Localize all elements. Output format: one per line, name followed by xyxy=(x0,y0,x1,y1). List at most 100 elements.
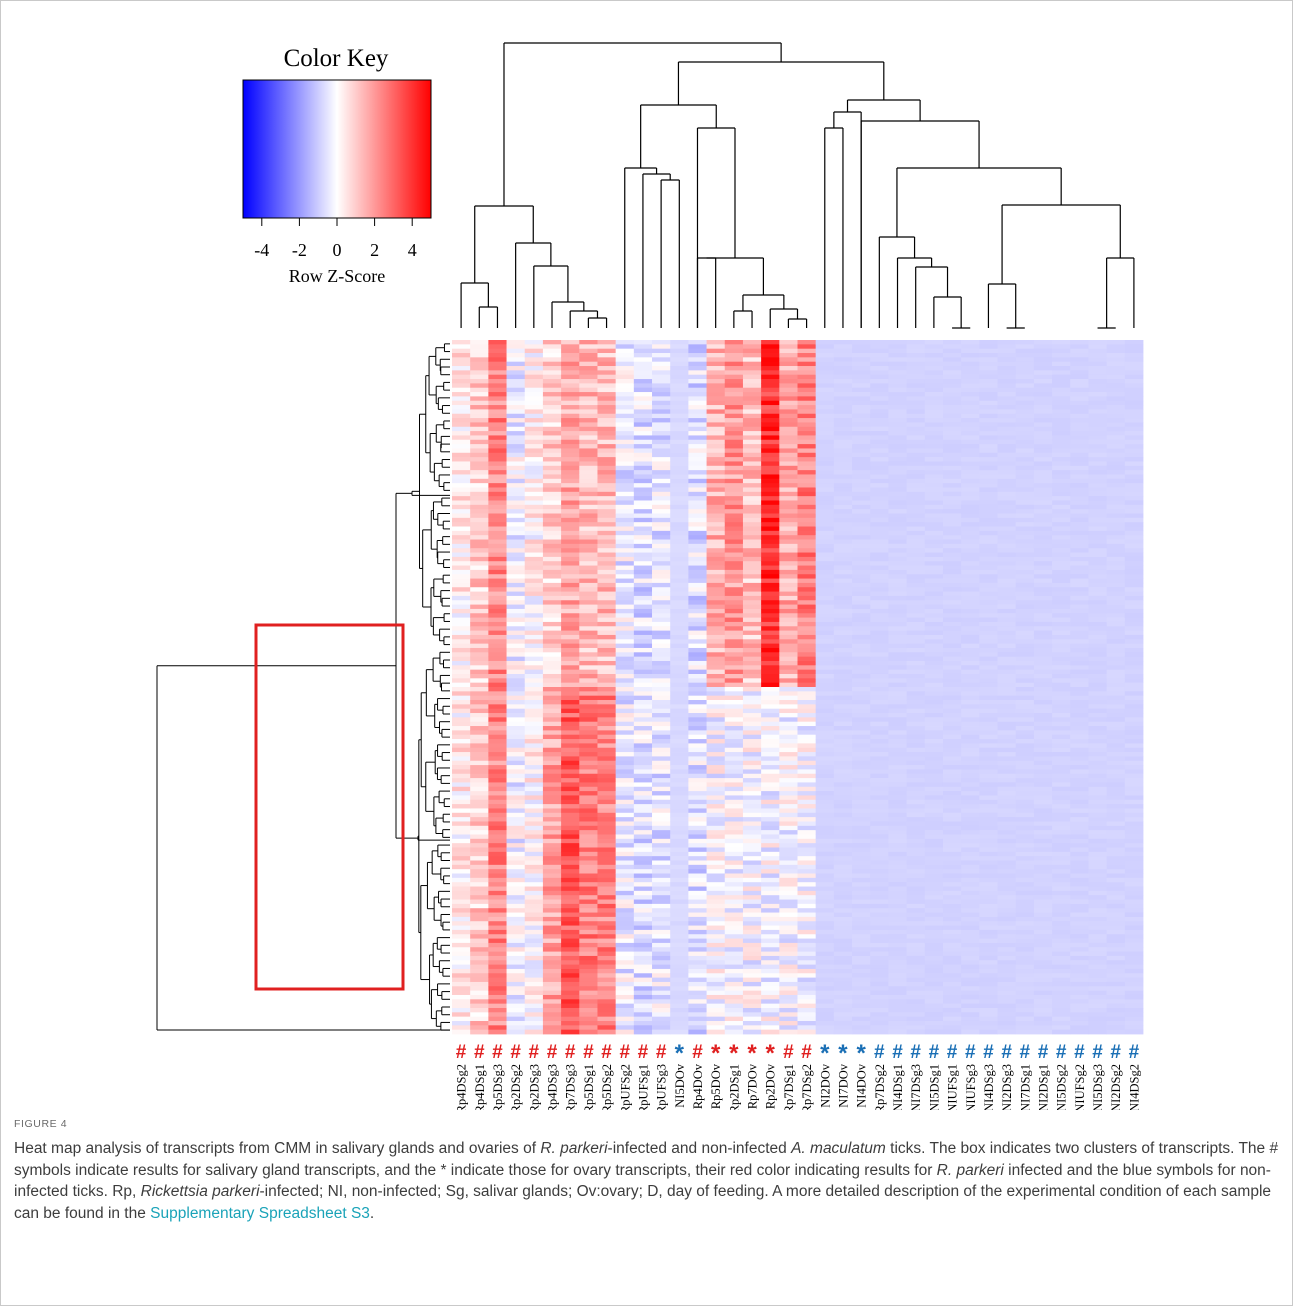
heatmap-cell xyxy=(506,444,526,449)
heatmap-cell xyxy=(688,418,707,423)
heatmap-cell xyxy=(888,990,907,996)
heatmap-cell xyxy=(779,396,798,402)
heatmap-cell xyxy=(833,869,853,874)
heatmap-cell xyxy=(815,396,835,402)
heatmap-cell xyxy=(870,587,889,592)
heatmap-cell xyxy=(979,994,998,1000)
heatmap-cell xyxy=(815,652,835,658)
heatmap-cell xyxy=(706,730,726,736)
heatmap-cell xyxy=(652,465,671,471)
heatmap-cell xyxy=(542,682,562,688)
heatmap-cell xyxy=(961,713,980,718)
heatmap-cell xyxy=(724,795,744,801)
heatmap-cell xyxy=(561,457,580,462)
heatmap-cell xyxy=(724,934,744,939)
heatmap-cell xyxy=(652,1025,671,1031)
heatmap-cell xyxy=(942,526,962,532)
heatmap-cell xyxy=(742,613,762,618)
heatmap-cell xyxy=(815,851,835,857)
heatmap-cell xyxy=(833,678,853,684)
heatmap-cell xyxy=(597,548,617,553)
heatmap-cell xyxy=(797,535,817,540)
heatmap-cell xyxy=(833,756,853,762)
heatmap-cell xyxy=(797,639,817,645)
heatmap-cell xyxy=(724,517,744,523)
heatmap-cell xyxy=(833,687,853,692)
heatmap-cell xyxy=(979,452,998,458)
heatmap-cell xyxy=(597,890,617,896)
heatmap-cell xyxy=(779,838,798,844)
heatmap-cell xyxy=(961,682,980,688)
heatmap-cell xyxy=(506,739,526,744)
heatmap-cell xyxy=(579,413,598,419)
heatmap-cell xyxy=(797,986,817,992)
heatmap-cell xyxy=(979,938,998,944)
heatmap-cell xyxy=(579,973,598,979)
heatmap-cell xyxy=(779,582,798,588)
heatmap-cell xyxy=(524,851,544,857)
heatmap-cell xyxy=(452,522,471,527)
heatmap-cell xyxy=(924,587,944,592)
heatmap-cell xyxy=(924,743,944,749)
heatmap-cell xyxy=(452,799,471,805)
heatmap-cell xyxy=(870,387,889,393)
heatmap-cell xyxy=(833,834,853,840)
heatmap-cell xyxy=(615,392,635,397)
heatmap-cell xyxy=(979,504,998,510)
heatmap-cell xyxy=(706,947,726,952)
heatmap-cell xyxy=(742,478,762,484)
heatmap-cell xyxy=(761,353,780,358)
heatmap-cell xyxy=(488,387,507,393)
heatmap-cell xyxy=(615,925,635,931)
heatmap-cell xyxy=(597,426,617,432)
heatmap-cell xyxy=(597,444,617,449)
heatmap-cell xyxy=(633,652,653,658)
heatmap-cell xyxy=(597,643,617,649)
heatmap-cell xyxy=(906,916,926,922)
heatmap-cell xyxy=(906,704,926,710)
heatmap-cell xyxy=(1015,413,1035,419)
heatmap-cell xyxy=(761,791,780,796)
heatmap-cell xyxy=(761,530,780,536)
heatmap-cell xyxy=(852,548,871,553)
heatmap-cell xyxy=(997,526,1017,532)
heatmap-cell xyxy=(506,639,526,645)
heatmap-cell xyxy=(979,431,998,436)
heatmap-cell xyxy=(797,799,817,805)
heatmap-cell xyxy=(779,734,798,740)
heatmap-cell xyxy=(542,669,562,675)
heatmap-cell xyxy=(542,1007,562,1013)
heatmap-cell xyxy=(742,595,762,601)
heatmap-cell xyxy=(724,669,744,675)
heatmap-cell xyxy=(906,465,926,471)
heatmap-cell xyxy=(979,756,998,762)
heatmap-cell xyxy=(579,782,598,788)
heatmap-cell xyxy=(670,595,689,601)
heatmap-cell xyxy=(688,730,707,736)
heatmap-cell xyxy=(706,478,726,484)
heatmap-cell xyxy=(561,444,580,449)
heatmap-cell xyxy=(488,608,507,614)
heatmap-cell xyxy=(852,353,871,358)
heatmap-cell xyxy=(506,556,526,562)
heatmap-cell xyxy=(542,895,562,900)
heatmap-cell xyxy=(870,565,889,571)
heatmap-cell xyxy=(979,578,998,584)
heatmap-cell xyxy=(961,526,980,532)
heatmap-cell xyxy=(924,578,944,584)
heatmap-cell xyxy=(815,673,835,679)
heatmap-cell xyxy=(597,634,617,640)
heatmap-cell xyxy=(706,396,726,402)
heatmap-cell xyxy=(488,656,507,662)
heatmap-cell xyxy=(506,574,526,579)
heatmap-cell xyxy=(888,830,907,835)
heatmap-cell xyxy=(888,682,907,688)
heatmap-cell xyxy=(870,921,889,926)
heatmap-cell xyxy=(470,769,489,775)
heatmap-cell xyxy=(633,786,653,792)
heatmap-cell xyxy=(979,418,998,423)
heatmap-cell xyxy=(724,678,744,684)
heatmap-cell xyxy=(652,552,671,558)
heatmap-cell xyxy=(833,843,853,848)
heatmap-cell xyxy=(579,934,598,939)
